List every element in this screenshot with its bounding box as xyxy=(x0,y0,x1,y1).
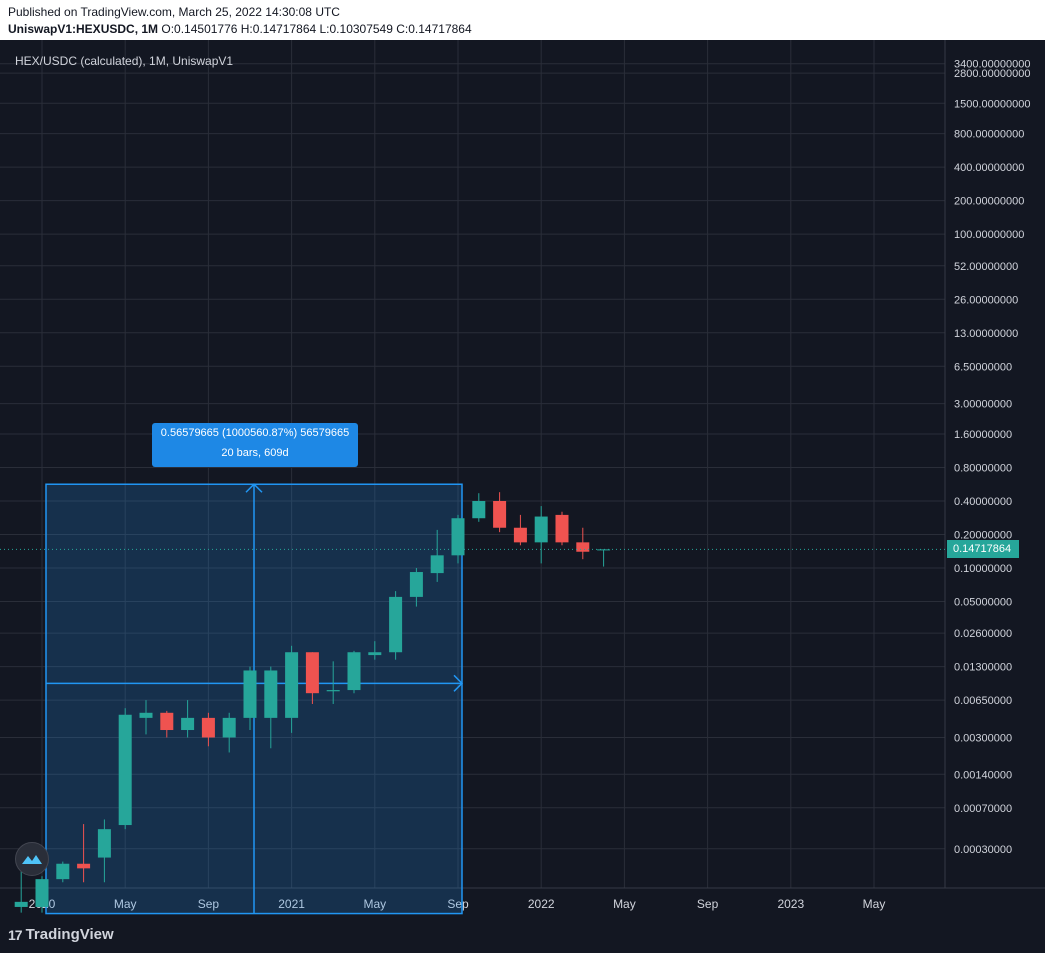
y-tick-label: 0.00650000 xyxy=(954,695,1012,707)
x-tick-label: May xyxy=(114,897,137,911)
candle-body xyxy=(35,879,49,907)
candle-body xyxy=(118,714,132,826)
candle-body xyxy=(181,717,195,731)
candle-body xyxy=(409,572,423,597)
y-tick-label: 400.00000000 xyxy=(954,162,1024,174)
measure-tooltip: 0.56579665 (1000560.87%) 56579665 20 bar… xyxy=(152,423,358,467)
ohlc-line: UniswapV1:HEXUSDC, 1M O:0.14501776 H:0.1… xyxy=(8,22,472,36)
x-tick-label: May xyxy=(363,897,386,911)
candle-body xyxy=(14,901,28,907)
y-tick-label: 52.00000000 xyxy=(954,261,1018,273)
x-tick-label: May xyxy=(613,897,636,911)
candle-body xyxy=(201,717,215,738)
candle-body xyxy=(555,514,569,543)
y-tick-label: 0.20000000 xyxy=(954,530,1012,542)
candle-body xyxy=(576,542,590,552)
y-tick-label: 0.00140000 xyxy=(954,769,1012,781)
y-tick-label: 1.60000000 xyxy=(954,429,1012,441)
candle-body xyxy=(56,863,70,880)
tradingview-mark-icon: 17 xyxy=(8,926,23,943)
candle-body xyxy=(326,690,340,692)
logo-text: TradingView xyxy=(25,926,114,943)
candle-body xyxy=(285,652,299,718)
series-title: HEX/USDC (calculated), 1M, UniswapV1 xyxy=(15,54,234,68)
x-tick-label: Sep xyxy=(697,897,719,911)
candle-body xyxy=(305,652,319,694)
candle-body xyxy=(493,501,507,528)
y-tick-label: 0.05000000 xyxy=(954,597,1012,609)
y-tick-label: 1500.00000000 xyxy=(954,98,1030,110)
x-tick-label: Sep xyxy=(198,897,220,911)
y-tick-label: 3.00000000 xyxy=(954,399,1012,411)
y-tick-label: 800.00000000 xyxy=(954,129,1024,141)
chart-area[interactable]: 3400.00000000 2800.00000000 1500.00000000 8… xyxy=(0,40,1045,953)
last-price-tag: 0.14717864 xyxy=(947,540,1019,559)
y-tick-label: 0.00070000 xyxy=(954,803,1012,815)
y-tick-label: 0.10000000 xyxy=(954,563,1012,575)
y-tick-label: 2800.00000000 xyxy=(954,68,1030,80)
measure-arrowhead-up xyxy=(245,483,263,493)
y-tick-label: 0.02600000 xyxy=(954,628,1012,640)
y-tick-label: 6.50000000 xyxy=(954,361,1012,373)
ohlc-values: O:0.14501776 H:0.14717864 L:0.10307549 C… xyxy=(158,22,472,36)
chart-header: Published on TradingView.com, March 25, … xyxy=(0,0,1045,40)
candle-body xyxy=(368,652,382,656)
candle-body xyxy=(347,652,361,691)
y-tick-label: 0.01300000 xyxy=(954,662,1012,674)
candle-body xyxy=(77,863,91,869)
y-tick-label: 200.00000000 xyxy=(954,196,1024,208)
measure-line2: 20 bars, 609d xyxy=(221,447,289,459)
candle-body xyxy=(139,712,153,718)
symbol-label: UniswapV1:HEXUSDC, 1M xyxy=(8,22,159,36)
measure-line1: 0.56579665 (1000560.87%) 56579665 xyxy=(160,427,350,439)
x-tick-label: 2021 xyxy=(278,897,305,911)
candle-body xyxy=(389,596,403,653)
y-tick-label: 26.00000000 xyxy=(954,294,1018,306)
y-tick-label: 0.40000000 xyxy=(954,496,1012,508)
published-line: Published on TradingView.com, March 25, … xyxy=(8,5,340,19)
candle-body xyxy=(472,501,486,519)
tradingview-badge-icon[interactable] xyxy=(15,842,49,876)
y-tick-label: 13.00000000 xyxy=(954,328,1018,340)
candle-body xyxy=(513,527,527,543)
candle-body xyxy=(451,518,465,556)
candle-body xyxy=(243,670,257,718)
tradingview-logo: 17 TradingView xyxy=(8,926,114,943)
y-tick-label: 3400.00000000 xyxy=(954,59,1030,71)
candle-body xyxy=(160,712,174,731)
y-tick-label: 100.00000000 xyxy=(954,229,1024,241)
candle-body xyxy=(264,670,278,718)
candle-body xyxy=(597,549,611,551)
y-tick-label: 0.00300000 xyxy=(954,732,1012,744)
candle-body xyxy=(534,516,548,543)
candle-body xyxy=(430,555,444,574)
y-tick-label: 0.80000000 xyxy=(954,463,1012,475)
x-tick-label: May xyxy=(863,897,886,911)
measure-arrowhead-right xyxy=(453,674,464,692)
x-tick-label: Sep xyxy=(447,897,469,911)
y-tick-label: 0.00030000 xyxy=(954,844,1012,856)
x-tick-label: 2023 xyxy=(777,897,804,911)
candle-body xyxy=(222,717,236,738)
x-tick-label: 2022 xyxy=(528,897,555,911)
candle-body xyxy=(97,829,111,858)
